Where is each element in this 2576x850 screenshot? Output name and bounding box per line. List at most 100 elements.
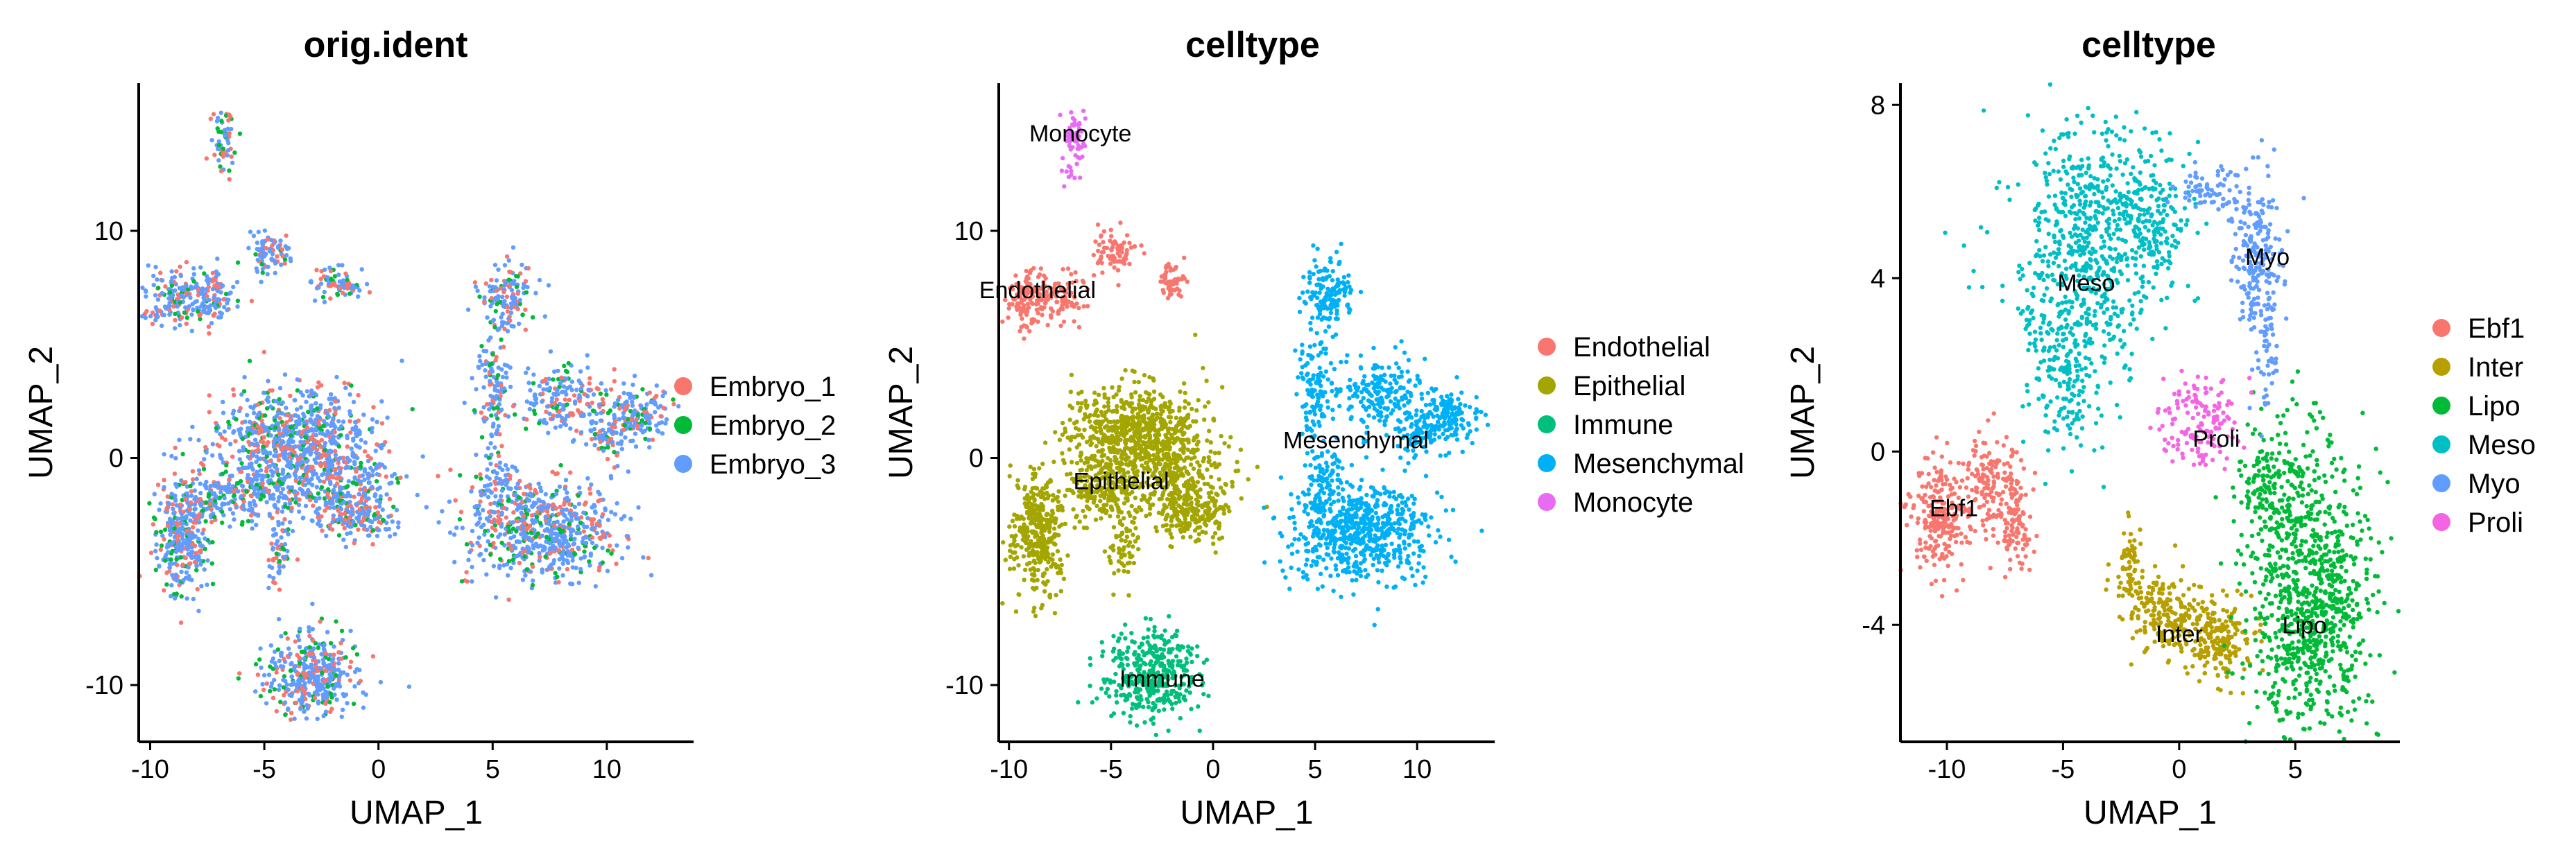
data-point (557, 484, 563, 489)
data-point (221, 399, 225, 404)
data-point (1083, 399, 1088, 404)
data-point (377, 519, 381, 525)
data-point (614, 431, 619, 435)
data-point (264, 701, 269, 706)
data-point (162, 527, 168, 532)
data-point (363, 494, 368, 499)
data-point (239, 522, 245, 527)
data-point (506, 542, 511, 547)
data-point (523, 279, 529, 284)
data-point (489, 361, 494, 366)
data-point (284, 253, 289, 258)
data-point (227, 168, 232, 173)
data-point (1137, 394, 1143, 399)
data-point (198, 317, 203, 322)
data-point (361, 705, 366, 710)
data-point (626, 391, 630, 397)
data-point (307, 670, 312, 675)
data-point (1101, 245, 1107, 250)
data-point (464, 570, 469, 575)
data-point (175, 516, 180, 521)
data-point (314, 485, 319, 489)
data-point (318, 462, 323, 467)
data-point (588, 428, 593, 433)
data-point (268, 238, 274, 243)
data-point (304, 399, 309, 404)
data-point (273, 449, 279, 454)
data-point (223, 487, 227, 492)
data-point (218, 168, 224, 173)
data-point (295, 431, 300, 436)
data-point (585, 353, 590, 358)
data-point (639, 423, 644, 428)
data-point (246, 426, 252, 431)
data-point (218, 110, 223, 115)
data-point (477, 553, 482, 557)
data-point (300, 492, 305, 496)
data-point (226, 297, 231, 302)
data-point (612, 449, 617, 455)
data-point (226, 148, 231, 153)
data-point (180, 544, 184, 548)
data-point (336, 263, 341, 268)
data-point (1108, 256, 1113, 261)
data-point (300, 694, 305, 699)
data-point (358, 499, 363, 505)
data-point (481, 385, 486, 390)
data-point (1238, 447, 1244, 452)
data-point (1183, 390, 1187, 395)
data-point (1075, 146, 1080, 151)
data-point (387, 481, 392, 486)
data-point (216, 143, 222, 148)
data-point (285, 548, 290, 554)
data-point (232, 497, 237, 502)
data-point (289, 682, 293, 687)
data-point (219, 119, 224, 123)
data-point (484, 572, 489, 577)
data-point (596, 568, 601, 573)
data-point (317, 642, 322, 647)
data-point (534, 514, 540, 519)
data-point (464, 542, 470, 547)
data-point (244, 413, 250, 417)
data-point (1111, 256, 1117, 261)
data-point (202, 271, 207, 276)
data-point (483, 281, 488, 286)
data-point (377, 528, 381, 532)
data-point (478, 358, 483, 363)
data-point (1049, 315, 1054, 320)
data-point (339, 714, 344, 720)
data-point (483, 528, 488, 534)
data-point (282, 257, 288, 262)
data-point (173, 456, 178, 461)
data-point (1208, 449, 1213, 454)
data-point (483, 548, 489, 553)
data-point (327, 414, 332, 419)
data-point (529, 530, 534, 535)
data-point (174, 269, 179, 274)
data-point (216, 315, 221, 320)
data-point (274, 709, 279, 714)
data-point (537, 383, 542, 388)
data-point (522, 492, 526, 496)
data-point (258, 439, 264, 444)
data-point (207, 410, 212, 415)
data-point (347, 516, 352, 521)
data-point (524, 290, 529, 295)
data-point (551, 502, 556, 507)
data-point (578, 566, 583, 572)
data-point (307, 629, 311, 634)
data-point (609, 551, 614, 556)
data-point (239, 392, 244, 397)
data-point (255, 673, 261, 677)
data-point (1205, 438, 1210, 443)
data-point (207, 501, 213, 507)
data-point (576, 580, 581, 585)
data-point (363, 505, 368, 510)
data-point (482, 300, 487, 305)
data-point (298, 390, 303, 394)
data-point (332, 505, 336, 510)
data-point (525, 497, 531, 503)
data-point (544, 381, 549, 386)
data-point (375, 498, 379, 503)
